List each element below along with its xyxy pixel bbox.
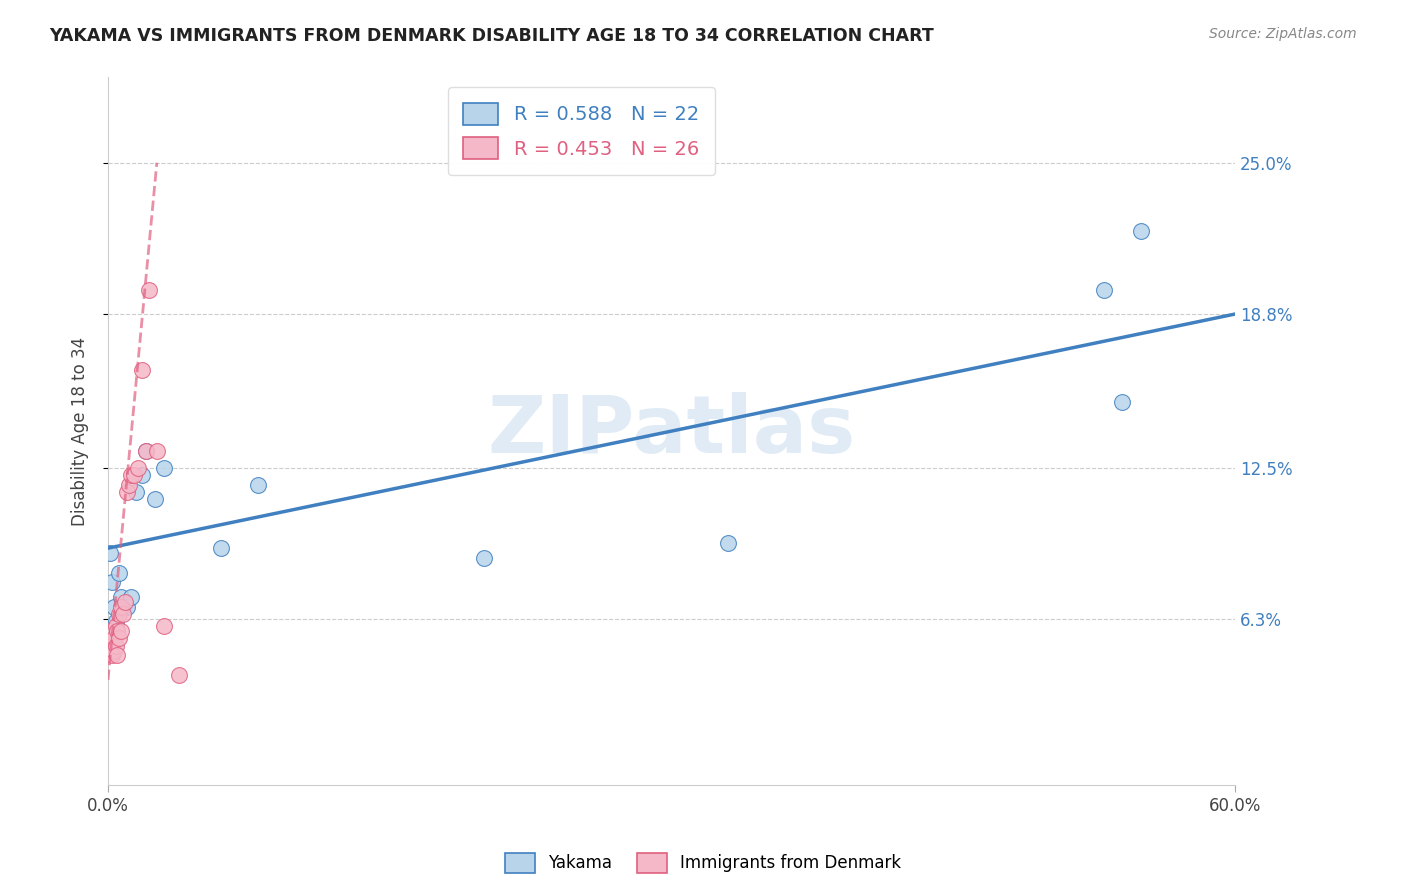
Point [135, 443, 157, 458]
Text: ZIPatlas: ZIPatlas [488, 392, 856, 470]
Point [127, 460, 149, 475]
Y-axis label: Disability Age 18 to 34: Disability Age 18 to 34 [72, 336, 89, 525]
Text: Source: ZipAtlas.com: Source: ZipAtlas.com [1209, 27, 1357, 41]
Point [103, 643, 125, 657]
Point [247, 477, 270, 491]
Point [124, 468, 146, 483]
Point [717, 536, 740, 550]
Point [100, 648, 122, 663]
Point [1111, 394, 1133, 409]
Point [125, 485, 148, 500]
Point [111, 599, 134, 614]
Point [108, 566, 131, 580]
Point [104, 619, 127, 633]
Point [110, 624, 132, 639]
Point [103, 632, 125, 646]
Point [1092, 283, 1115, 297]
Point [1130, 224, 1153, 238]
Point [153, 619, 176, 633]
Text: YAKAMA VS IMMIGRANTS FROM DENMARK DISABILITY AGE 18 TO 34 CORRELATION CHART: YAKAMA VS IMMIGRANTS FROM DENMARK DISABI… [49, 27, 934, 45]
Legend: R = 0.588   N = 22, R = 0.453   N = 26: R = 0.588 N = 22, R = 0.453 N = 26 [449, 87, 714, 175]
Point [146, 443, 169, 458]
Point [100, 639, 122, 653]
Point [131, 468, 153, 483]
Point [110, 590, 132, 604]
Point [143, 492, 166, 507]
Point [138, 283, 160, 297]
Point [98, 546, 121, 560]
Point [131, 363, 153, 377]
Point [105, 648, 128, 663]
Point [104, 615, 127, 629]
Point [100, 575, 122, 590]
Point [115, 485, 138, 500]
Point [108, 607, 131, 621]
Point [114, 595, 136, 609]
Point [472, 550, 495, 565]
Point [209, 541, 232, 556]
Point [111, 607, 134, 621]
Point [120, 590, 142, 604]
Point [115, 599, 138, 614]
Point [103, 599, 125, 614]
Point [135, 443, 157, 458]
Point [98, 624, 121, 639]
Point [105, 624, 128, 639]
Point [105, 624, 128, 639]
Point [108, 632, 131, 646]
Point [120, 468, 142, 483]
Point [153, 460, 176, 475]
Point [104, 639, 127, 653]
Point [118, 477, 141, 491]
Point [169, 668, 191, 682]
Point [110, 599, 132, 614]
Legend: Yakama, Immigrants from Denmark: Yakama, Immigrants from Denmark [498, 847, 908, 880]
